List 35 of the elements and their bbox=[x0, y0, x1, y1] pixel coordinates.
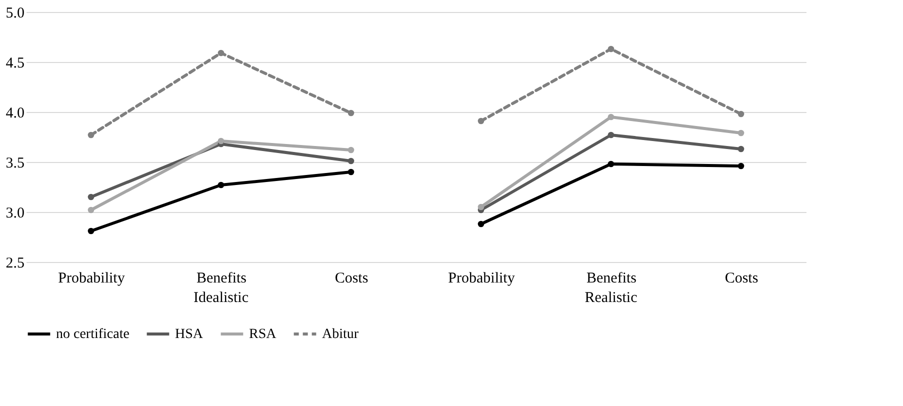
legend-label: Abitur bbox=[322, 327, 359, 342]
point bbox=[218, 50, 224, 56]
y-tick-label: 3.5 bbox=[6, 156, 24, 172]
x-tick-label: Benefits bbox=[196, 270, 247, 286]
point bbox=[608, 160, 614, 168]
legend-label: HSA bbox=[175, 327, 204, 342]
y-tick-label: 3.0 bbox=[6, 206, 24, 222]
point bbox=[218, 138, 224, 144]
point bbox=[478, 204, 484, 210]
legend-label: no certificate bbox=[56, 327, 130, 342]
point bbox=[608, 114, 614, 120]
point bbox=[88, 132, 94, 138]
y-tick-label: 2.5 bbox=[6, 256, 24, 272]
point bbox=[608, 132, 614, 138]
point bbox=[738, 110, 744, 118]
x-tick-label: Benefits bbox=[586, 270, 637, 286]
legend-label: RSA bbox=[249, 327, 278, 342]
point bbox=[478, 220, 484, 228]
x-tick-label: Probability bbox=[448, 270, 516, 286]
x-tick-label: Probability bbox=[58, 270, 126, 286]
point bbox=[88, 206, 94, 214]
y-tick-label: 4.5 bbox=[6, 56, 24, 72]
text: Realistic bbox=[584, 290, 638, 306]
x-tick-label: Costs bbox=[334, 270, 368, 286]
point bbox=[478, 118, 484, 124]
point bbox=[348, 110, 354, 116]
y-tick-label: 4.0 bbox=[6, 106, 24, 122]
point bbox=[88, 228, 94, 234]
point bbox=[738, 146, 744, 152]
point bbox=[738, 130, 744, 136]
text: Idealistic bbox=[194, 290, 249, 306]
x-tick-label: Costs bbox=[724, 270, 758, 286]
y-tick-label: 5.0 bbox=[6, 6, 24, 22]
point bbox=[608, 46, 614, 52]
point bbox=[738, 162, 744, 170]
